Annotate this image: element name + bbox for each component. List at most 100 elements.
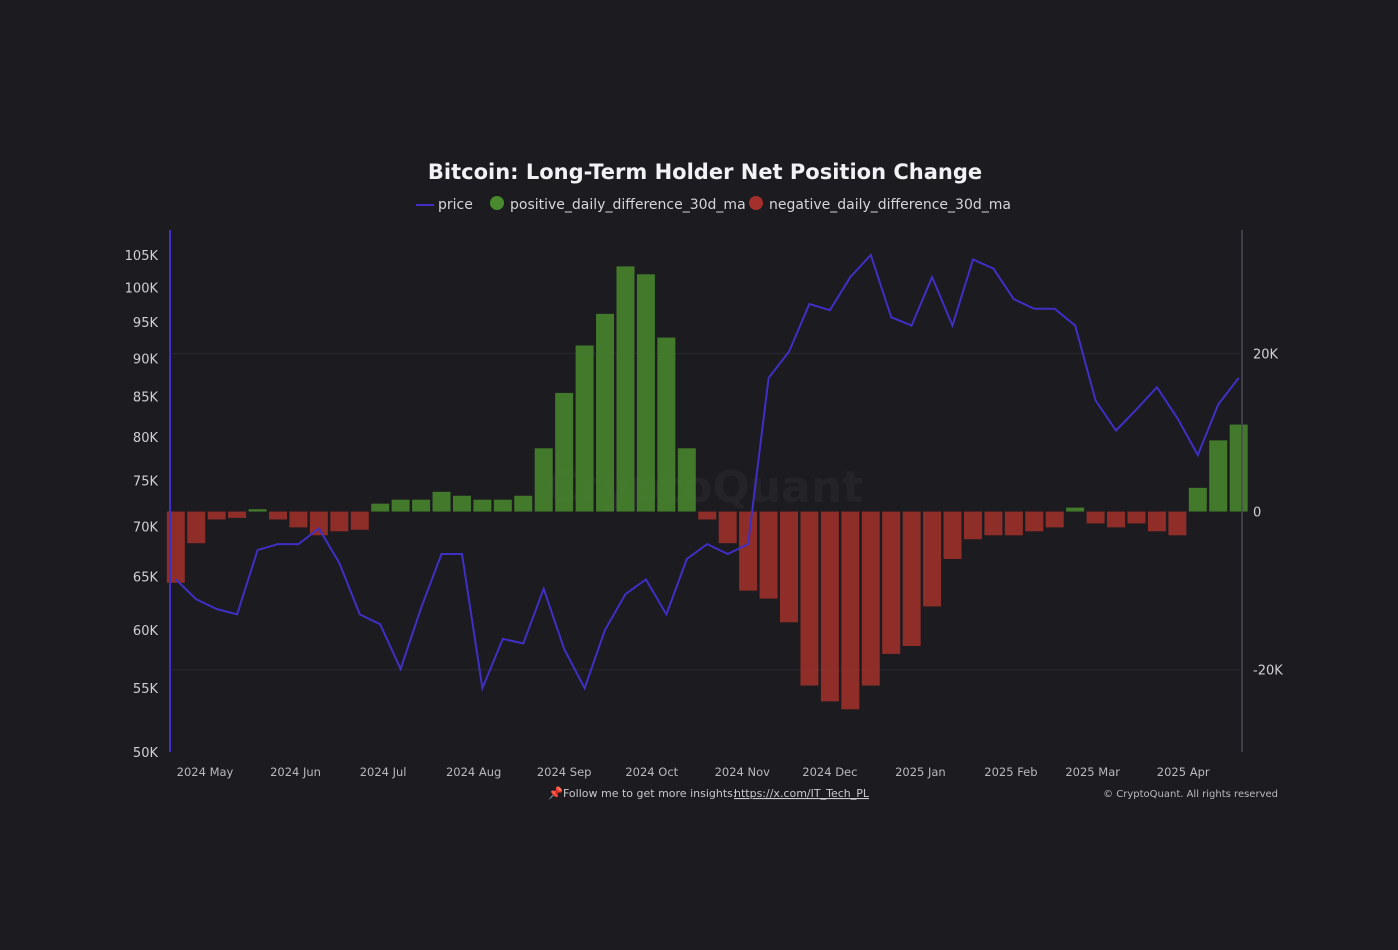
- x-tick-label: 2024 Sep: [537, 765, 592, 779]
- negative-bar: [1127, 511, 1146, 524]
- negative-bar: [309, 511, 328, 536]
- left-tick-label: 95K: [133, 316, 159, 331]
- negative-bar: [330, 511, 349, 532]
- positive-bar: [371, 503, 390, 512]
- bars: [166, 266, 1248, 710]
- price-line: [175, 253, 1240, 692]
- positive-bar: [1188, 487, 1207, 512]
- legend-positive-swatch: [490, 196, 504, 210]
- negative-bar: [1025, 511, 1044, 532]
- negative-bar: [718, 511, 737, 544]
- left-tick-label: 105K: [125, 249, 159, 264]
- positive-bar: [677, 448, 696, 512]
- negative-bar: [739, 511, 758, 591]
- left-tick-label: 60K: [133, 624, 159, 639]
- negative-bar: [820, 511, 839, 702]
- negative-bar: [923, 511, 942, 607]
- positive-bar: [391, 499, 410, 512]
- right-tick-label: -20K: [1253, 664, 1283, 679]
- left-tick-label: 90K: [133, 352, 159, 367]
- negative-bar: [1107, 511, 1126, 528]
- negative-bar: [228, 511, 247, 518]
- positive-bar: [473, 499, 492, 512]
- negative-bar: [207, 511, 226, 520]
- footer-text: Follow me to get more insights:: [563, 787, 737, 800]
- positive-bar: [596, 313, 615, 512]
- positive-bar: [555, 392, 574, 512]
- x-tick-label: 2024 Jul: [360, 765, 407, 779]
- watermark: CryptoQuant: [547, 462, 863, 513]
- x-tick-label: 2024 Jun: [270, 765, 321, 779]
- positive-bar: [248, 509, 267, 512]
- negative-bar: [943, 511, 962, 560]
- x-tick-label: 2024 Oct: [625, 765, 678, 779]
- positive-bar: [575, 345, 594, 512]
- negative-bar: [1045, 511, 1064, 528]
- positive-bar: [616, 266, 635, 512]
- right-tick-label: 0: [1253, 506, 1261, 521]
- negative-bar: [350, 511, 369, 530]
- negative-bar: [1147, 511, 1166, 532]
- copyright: © CryptoQuant. All rights reserved: [1103, 789, 1278, 800]
- x-tick-label: 2024 Nov: [715, 765, 771, 779]
- x-tick-label: 2024 May: [177, 765, 234, 779]
- negative-bar: [984, 511, 1003, 536]
- x-tick-label: 2025 Mar: [1065, 765, 1120, 779]
- positive-bar: [1229, 424, 1248, 512]
- negative-bar: [759, 511, 778, 599]
- left-axis-ticks: 50K 55K 60K 65K 70K 75K 80K 85K 90K 95K 100K 105K: [125, 249, 159, 761]
- negative-bar: [902, 511, 921, 647]
- negative-bar: [1168, 511, 1187, 536]
- left-tick-label: 100K: [125, 282, 159, 297]
- x-tick-label: 2025 Jan: [895, 765, 946, 779]
- negative-bar: [861, 511, 880, 686]
- negative-bar: [882, 511, 901, 654]
- positive-bar: [452, 495, 471, 512]
- positive-bar: [1209, 440, 1228, 512]
- left-tick-label: 50K: [133, 746, 159, 761]
- left-tick-label: 70K: [133, 521, 159, 536]
- positive-bar: [1066, 507, 1085, 512]
- right-axis-ticks: -20K 0 20K: [1253, 347, 1283, 678]
- pushpin-icon: 📌: [548, 785, 563, 800]
- positive-bar: [514, 495, 533, 512]
- positive-bar: [432, 491, 451, 512]
- left-tick-label: 55K: [133, 682, 159, 697]
- x-tick-label: 2025 Apr: [1157, 765, 1210, 779]
- footer: 📌 Follow me to get more insights: https:…: [548, 785, 1278, 800]
- positive-bar: [636, 274, 655, 512]
- gridlines: [172, 352, 1240, 671]
- legend-positive[interactable]: positive_daily_difference_30d_ma: [510, 197, 746, 213]
- negative-bar: [187, 511, 206, 544]
- x-tick-label: 2024 Aug: [446, 765, 501, 779]
- x-tick-label: 2025 Feb: [984, 765, 1037, 779]
- negative-bar: [1086, 511, 1105, 524]
- negative-bar: [841, 511, 860, 710]
- negative-bar: [963, 511, 982, 540]
- negative-bar: [1004, 511, 1023, 536]
- negative-bar: [166, 511, 185, 583]
- left-tick-label: 80K: [133, 431, 159, 446]
- x-axis-ticks: 2024 May 2024 Jun 2024 Jul 2024 Aug 2024 Sep…: [177, 765, 1210, 779]
- legend[interactable]: price positive_daily_difference_30d_ma n…: [416, 196, 1011, 213]
- left-tick-label: 75K: [133, 474, 159, 489]
- positive-bar: [657, 337, 676, 512]
- left-tick-label: 65K: [133, 570, 159, 585]
- negative-bar: [780, 511, 798, 623]
- chart-title: Bitcoin: Long-Term Holder Net Position C…: [428, 160, 982, 184]
- footer-link[interactable]: https://x.com/IT_Tech_PL: [734, 787, 870, 800]
- negative-bar: [698, 511, 717, 520]
- legend-negative-swatch: [749, 196, 763, 210]
- right-tick-label: 20K: [1253, 347, 1279, 362]
- negative-bar: [289, 511, 308, 528]
- positive-bar: [534, 448, 553, 512]
- positive-bar: [493, 499, 512, 512]
- left-tick-label: 85K: [133, 391, 159, 406]
- positive-bar: [412, 499, 431, 512]
- negative-bar: [269, 511, 287, 520]
- legend-price[interactable]: price: [438, 197, 473, 213]
- legend-negative[interactable]: negative_daily_difference_30d_ma: [769, 197, 1011, 213]
- x-tick-label: 2024 Dec: [802, 765, 857, 779]
